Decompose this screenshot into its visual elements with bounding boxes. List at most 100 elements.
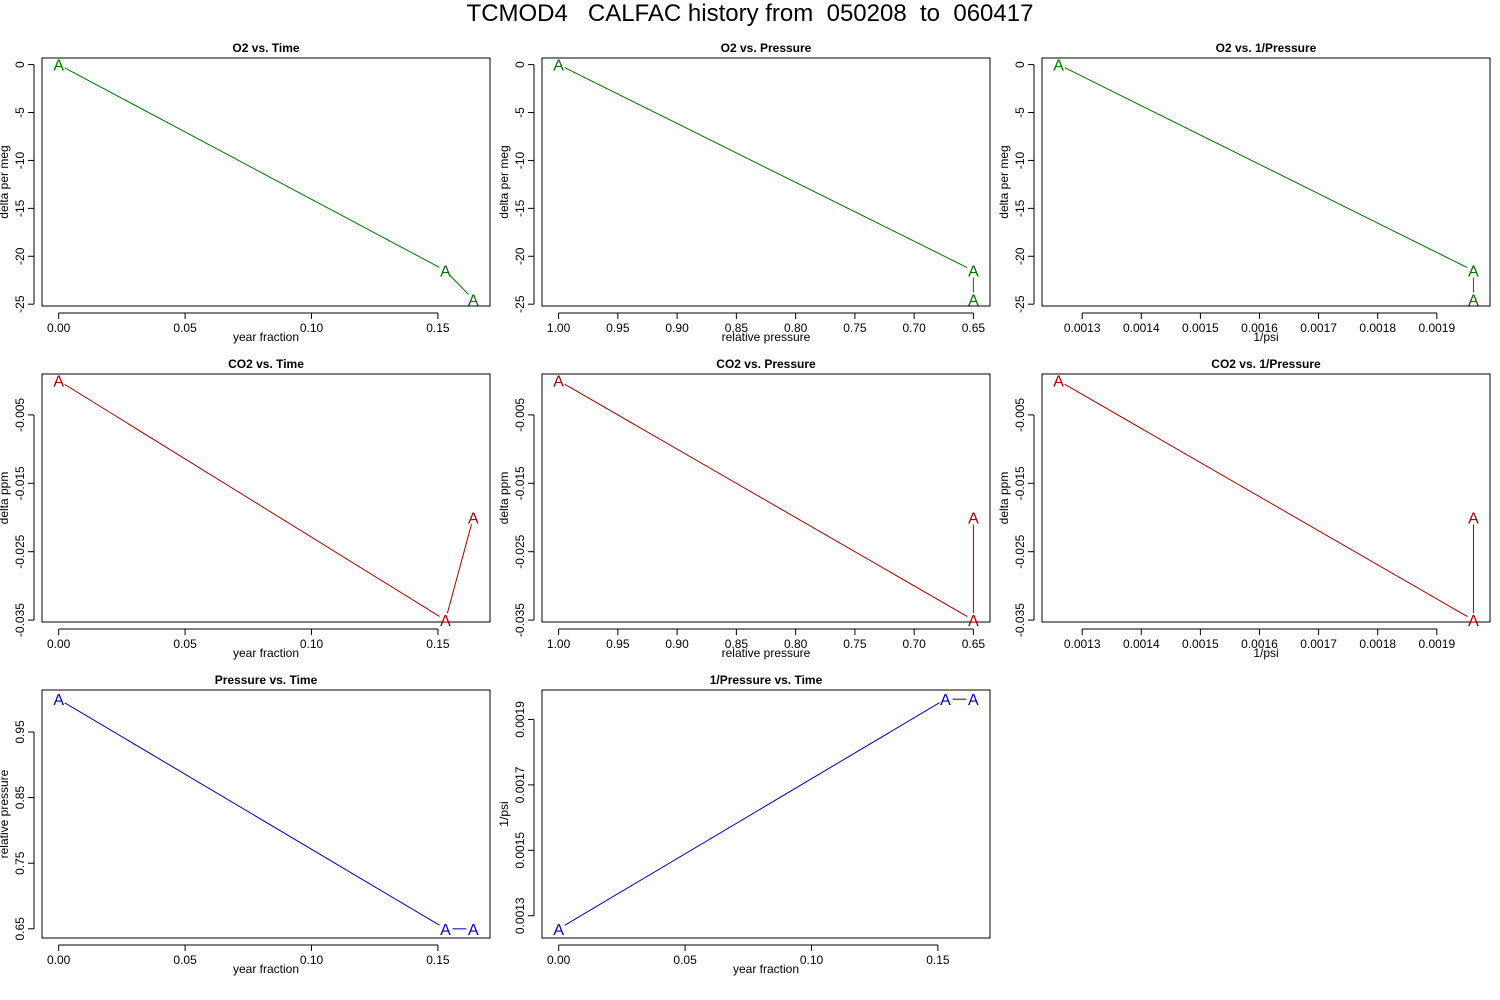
plot-frame <box>41 373 491 623</box>
plot-frame <box>41 689 491 939</box>
data-point: A <box>968 510 979 527</box>
y-axis-label: delta per meg <box>997 145 1011 218</box>
x-tick-label: 0.10 <box>300 637 324 651</box>
x-tick-label: 1.00 <box>547 637 571 651</box>
x-tick-label: 0.10 <box>300 953 324 967</box>
x-tick-label: 0.05 <box>173 953 197 967</box>
y-tick-label: -0.035 <box>1013 603 1027 637</box>
figure-title: TCMOD4 CALFAC history from 050208 to 060… <box>466 0 1034 27</box>
x-tick-label: 0.0019 <box>1418 637 1455 651</box>
x-tick-label: 0.85 <box>725 321 749 335</box>
y-tick-label: 0.0017 <box>513 766 527 803</box>
x-tick-label: 0.90 <box>665 321 689 335</box>
x-tick-label: 0.0018 <box>1359 637 1396 651</box>
x-tick-label: 0.90 <box>665 637 689 651</box>
plot-title: CO2 vs. 1/Pressure <box>1211 357 1321 371</box>
data-point: A <box>53 58 64 75</box>
y-tick-label: -10 <box>513 151 527 169</box>
x-tick-label: 0.00 <box>47 637 71 651</box>
x-axis-label: year fraction <box>233 330 299 344</box>
x-tick-label: 0.70 <box>902 321 926 335</box>
plot-title: Pressure vs. Time <box>215 673 318 687</box>
y-axis-label: relative pressure <box>0 769 11 858</box>
data-point: A <box>1053 58 1064 75</box>
data-point: A <box>53 692 64 709</box>
data-point: A <box>1468 510 1479 527</box>
data-point: A <box>940 692 951 709</box>
x-tick-label: 0.75 <box>843 321 867 335</box>
y-axis-label: 1/psi <box>497 801 511 826</box>
y-tick-label: -25 <box>513 295 527 313</box>
x-tick-label: 0.0014 <box>1123 321 1160 335</box>
x-tick-label: 0.95 <box>606 321 630 335</box>
y-tick-label: -15 <box>513 199 527 217</box>
series-line-segment <box>564 702 940 926</box>
y-axis-label: delta ppm <box>997 472 1011 525</box>
plot-panel: O2 vs. Time 0.00 0.05 0.10 0.15 year fraction… <box>0 41 491 344</box>
plot-title: O2 vs. Pressure <box>721 41 812 55</box>
x-tick-label: 0.65 <box>962 321 986 335</box>
y-tick-label: -25 <box>13 295 27 313</box>
x-tick-label: 0.10 <box>300 321 324 335</box>
y-tick-label: -20 <box>1013 247 1027 265</box>
data-point: A <box>1468 613 1479 630</box>
x-tick-label: 0.0018 <box>1359 321 1396 335</box>
x-tick-label: 0.05 <box>173 637 197 651</box>
plot-panel: CO2 vs. Time 0.00 0.05 0.10 0.15 year fractio… <box>0 357 491 660</box>
x-tick-label: 0.0017 <box>1300 321 1337 335</box>
series-line-segment <box>564 67 968 268</box>
y-tick-label: -10 <box>1013 151 1027 169</box>
y-tick-label: 0.65 <box>13 917 27 941</box>
y-tick-label: -15 <box>13 199 27 217</box>
x-axis-label: year fraction <box>233 962 299 976</box>
y-tick-label: -20 <box>513 247 527 265</box>
y-tick-label: 0.85 <box>13 786 27 810</box>
data-point: A <box>553 374 564 391</box>
series-line-segment <box>1064 67 1468 268</box>
data-point: A <box>440 264 451 281</box>
x-tick-label: 0.75 <box>843 637 867 651</box>
x-axis-label: relative pressure <box>722 646 811 660</box>
x-tick-label: 0.10 <box>800 953 824 967</box>
series-line-segment <box>446 524 472 614</box>
series-line-segment <box>1064 383 1468 618</box>
y-tick-label: -0.015 <box>1013 466 1027 500</box>
data-point: A <box>1468 264 1479 281</box>
y-tick-label: 0.0013 <box>513 897 527 934</box>
y-tick-label: 0 <box>13 61 27 68</box>
y-tick-label: -0.005 <box>13 398 27 432</box>
y-tick-label: 0.0015 <box>513 832 527 869</box>
y-tick-label: -25 <box>1013 295 1027 313</box>
data-point: A <box>468 922 479 939</box>
series-line-segment <box>64 383 440 617</box>
data-point: A <box>1053 374 1064 391</box>
plot-panel: O2 vs. 1/Pressure 0.0013 0.0014 0.0015 0.001… <box>997 41 1491 344</box>
y-tick-label: -0.035 <box>513 603 527 637</box>
x-axis-label: 1/psi <box>1253 330 1278 344</box>
y-tick-label: -10 <box>13 151 27 169</box>
series-line-segment <box>450 275 469 295</box>
y-tick-label: -0.015 <box>13 466 27 500</box>
x-tick-label: 0.15 <box>426 321 450 335</box>
plot-title: O2 vs. Time <box>232 41 299 55</box>
data-point: A <box>1468 292 1479 309</box>
x-tick-label: 0.0014 <box>1123 637 1160 651</box>
x-tick-label: 0.0016 <box>1241 637 1278 651</box>
y-tick-label: -0.025 <box>1013 534 1027 568</box>
y-axis-label: delta per meg <box>0 145 11 218</box>
data-point: A <box>968 613 979 630</box>
x-axis-label: relative pressure <box>722 330 811 344</box>
x-axis-label: year fraction <box>733 962 799 976</box>
x-tick-label: 0.15 <box>926 953 950 967</box>
x-tick-label: 0.15 <box>426 953 450 967</box>
plot-title: CO2 vs. Time <box>228 357 304 371</box>
y-tick-label: -0.035 <box>13 603 27 637</box>
y-tick-label: -15 <box>1013 199 1027 217</box>
x-axis-label: year fraction <box>233 646 299 660</box>
y-tick-label: 0.75 <box>13 851 27 875</box>
plot-title: O2 vs. 1/Pressure <box>1216 41 1317 55</box>
series-line-segment <box>564 383 968 618</box>
y-tick-label: -0.005 <box>513 398 527 432</box>
data-point: A <box>553 922 564 939</box>
y-tick-label: 0 <box>513 61 527 68</box>
